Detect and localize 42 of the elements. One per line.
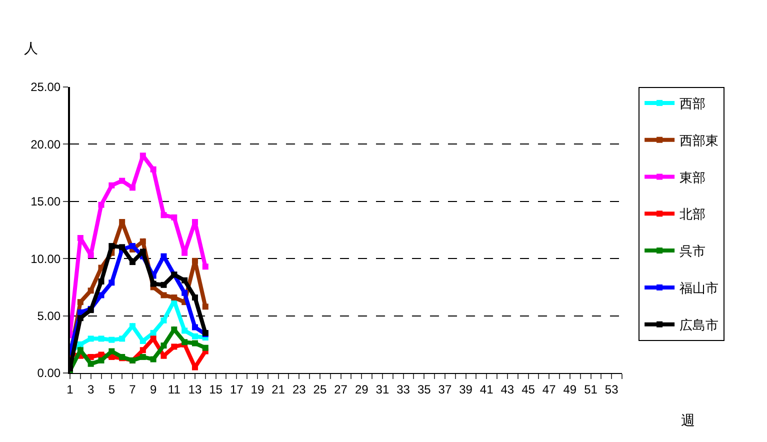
x-tick-label: 37 — [438, 382, 452, 396]
y-tick-label: 15.00 — [30, 194, 61, 209]
y-tick-label: 20.00 — [30, 137, 61, 152]
legend-label: 広島市 — [680, 317, 719, 332]
x-tick-label: 27 — [334, 382, 348, 396]
x-tick-label: 51 — [584, 382, 598, 396]
legend-label: 西部東 — [680, 132, 719, 148]
x-tick-label: 11 — [168, 382, 181, 396]
legend-label: 北部 — [680, 206, 706, 222]
y-tick-label: 5.00 — [37, 309, 61, 323]
y-tick-label: 0.00 — [37, 366, 61, 380]
x-tick-label: 3 — [87, 382, 94, 396]
legend-label: 東部 — [680, 170, 706, 185]
x-tick-label: 29 — [354, 382, 369, 396]
x-tick-label: 9 — [150, 382, 157, 396]
x-tick-label: 13 — [188, 382, 202, 396]
x-tick-label: 39 — [459, 382, 473, 396]
x-tick-label: 17 — [230, 382, 244, 396]
y-axis-title: 人 — [24, 40, 38, 56]
x-tick-label: 25 — [313, 382, 327, 396]
x-tick-label: 19 — [250, 382, 264, 396]
x-axis-title: 週 — [681, 412, 695, 428]
x-tick-label: 53 — [604, 382, 619, 396]
x-tick-label: 15 — [209, 382, 223, 396]
legend-label: 呉市 — [680, 244, 706, 259]
y-tick-label: 25.00 — [30, 80, 61, 94]
x-tick-label: 5 — [108, 382, 116, 396]
x-tick-label: 43 — [500, 382, 514, 396]
y-tick-label: 10.00 — [30, 252, 61, 266]
x-tick-label: 23 — [292, 382, 306, 396]
x-tick-label: 41 — [480, 382, 494, 396]
x-tick-label: 33 — [396, 382, 410, 396]
legend-label: 福山市 — [680, 280, 719, 296]
x-tick-label: 7 — [129, 382, 136, 396]
x-tick-label: 21 — [272, 382, 286, 396]
x-tick-label: 45 — [522, 382, 536, 396]
x-tick-label: 49 — [563, 382, 577, 396]
x-tick-label: 35 — [417, 382, 432, 396]
x-tick-label: 31 — [376, 382, 390, 396]
x-tick-label: 47 — [542, 382, 556, 396]
legend-label: 西部 — [680, 96, 706, 112]
x-tick-label: 1 — [66, 382, 74, 396]
